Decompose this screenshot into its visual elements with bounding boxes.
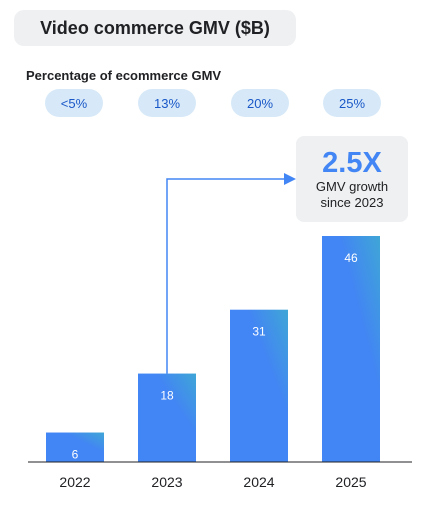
percentage-badge-2024: 20%	[231, 89, 289, 117]
percentage-badge-2022: <5%	[45, 89, 103, 117]
percentage-subtitle: Percentage of ecommerce GMV	[26, 68, 222, 83]
bar-2022	[46, 432, 104, 462]
bar-2024	[230, 309, 288, 462]
growth-connector-line	[166, 173, 296, 374]
growth-caption-line1: GMV growth	[315, 179, 389, 194]
x-tick-label-2025: 2025	[335, 474, 366, 490]
growth-multiplier: 2.5X	[322, 147, 382, 179]
bar-2023	[138, 373, 196, 462]
x-tick-label-2024: 2024	[243, 474, 274, 490]
chart-title-pill: Video commerce GMV ($B)	[14, 10, 296, 46]
bar-value-label-2023: 18	[160, 389, 174, 403]
growth-callout: 2.5X GMV growth since 2023	[296, 136, 408, 222]
x-tick-label-2022: 2022	[59, 474, 90, 490]
percentage-badge-2023: 13%	[138, 89, 196, 117]
bar-value-label-2025: 46	[344, 251, 358, 265]
chart-title: Video commerce GMV ($B)	[40, 17, 270, 38]
x-tick-label-2023: 2023	[151, 474, 182, 490]
percentage-badge-2025: 25%	[323, 89, 381, 117]
growth-arrow	[166, 173, 296, 374]
bar-value-label-2022: 6	[72, 448, 79, 462]
growth-caption-line2: since 2023	[320, 195, 384, 210]
bar-value-label-2024: 31	[252, 325, 266, 339]
bar-2025	[322, 236, 380, 462]
